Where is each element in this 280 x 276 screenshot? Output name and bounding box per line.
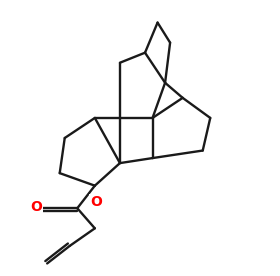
- Text: O: O: [90, 195, 102, 209]
- Text: O: O: [30, 200, 42, 214]
